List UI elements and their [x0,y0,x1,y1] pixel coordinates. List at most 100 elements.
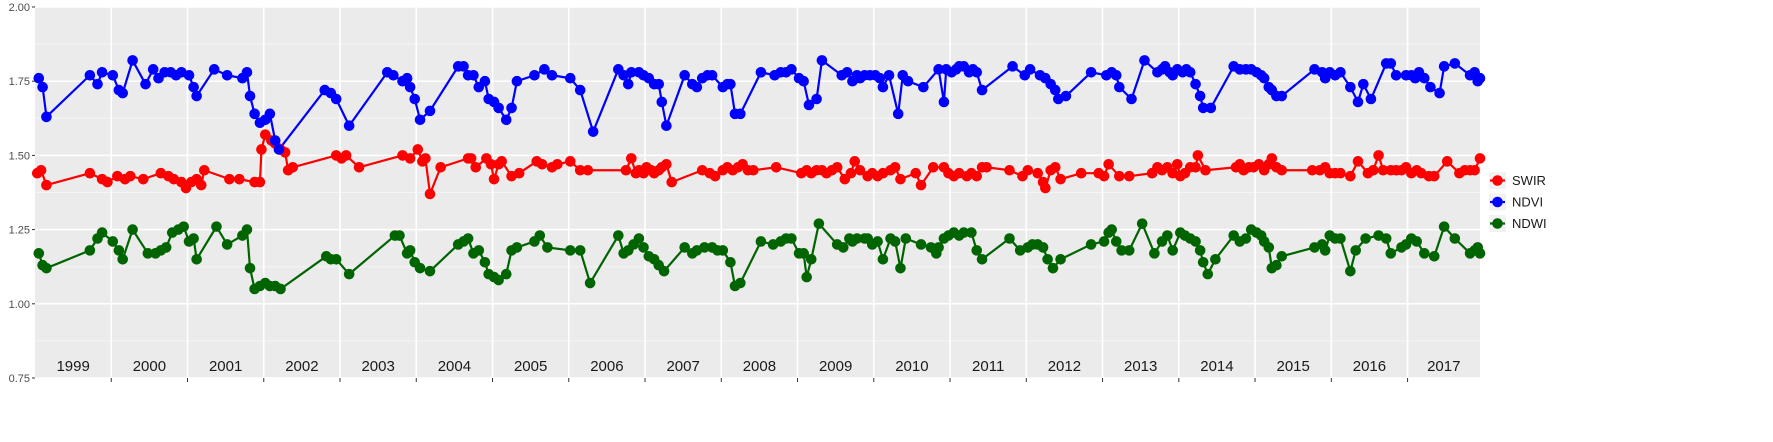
data-point-swir [287,161,299,173]
data-point-swir [1103,159,1114,170]
data-point-ndvi [1425,81,1436,93]
data-point-ndvi [976,84,988,96]
data-point-swir [845,167,857,179]
data-point-swir [465,153,477,164]
data-point-swir [1098,170,1110,182]
data-point-ndvi [127,55,138,66]
data-point-swir [125,170,136,182]
data-point-ndwi [1190,236,1201,247]
data-point-ndvi [811,93,822,105]
legend-label-swir: SWIR [1512,173,1546,188]
data-point-swir [513,167,525,179]
data-point-ndwi [211,221,222,232]
data-point-ndvi [587,126,599,137]
data-point-ndwi [1271,259,1282,271]
data-point-swir [889,161,901,173]
data-point-ndvi [241,66,253,78]
data-point-ndwi [699,242,710,253]
data-point-ndvi [1194,90,1206,102]
data-point-ndvi [343,120,355,132]
year-label: 2016 [1353,358,1386,375]
data-point-ndvi [1007,61,1018,72]
data-point-ndwi [755,236,767,247]
data-point-ndvi [883,69,895,81]
data-point-ndwi [837,242,849,253]
data-point-ndwi [500,268,512,280]
data-point-swir [1032,167,1044,179]
data-point-ndwi [717,245,729,256]
data-point-ndwi [851,233,863,244]
data-point-ndvi [933,64,944,75]
data-point-ndvi [33,72,45,84]
data-point-ndwi [1240,233,1252,244]
y-tick-label: 1.50 [9,150,30,162]
year-label: 2006 [590,358,623,375]
year-label: 2013 [1124,358,1157,375]
data-point-ndwi [872,236,883,247]
data-point-swir [552,159,563,170]
year-label: 2005 [514,358,547,375]
year-label: 2011 [972,358,1004,375]
data-point-ndwi [221,239,233,250]
data-point-ndvi [661,120,672,132]
data-point-ndvi [511,75,523,87]
data-point-ndwi [160,242,172,253]
data-point-ndwi [1197,256,1209,268]
data-point-ndwi [1335,233,1346,244]
data-point-ndvi [1449,58,1461,69]
data-point-ndwi [1004,233,1015,244]
data-point-swir [254,176,266,188]
data-point-ndwi [275,283,286,295]
data-point-ndwi [1136,218,1148,229]
data-point-swir [1428,170,1440,182]
data-point-swir [536,159,548,170]
data-point-ndvi [96,66,108,78]
data-point-ndvi [622,78,634,90]
series-layer [31,55,1486,295]
data-point-ndwi [976,253,988,265]
data-point-ndvi [269,135,281,146]
data-point-swir [1075,167,1087,179]
data-point-ndwi [1428,251,1440,262]
data-point-ndwi [84,245,96,256]
legend-key-ndwi [1492,218,1503,229]
data-point-ndvi [244,90,256,102]
data-point-swir [626,153,637,164]
data-point-ndwi [330,253,342,265]
data-point-ndwi [564,245,576,256]
data-point-ndwi [96,227,108,238]
data-point-ndwi [414,262,426,274]
data-point-ndwi [1042,253,1053,265]
data-point-swir [420,153,431,164]
data-point-ndwi [1149,248,1160,259]
data-point-swir [1335,167,1346,179]
data-point-swir [1004,164,1015,176]
data-point-swir [224,173,235,185]
data-point-ndvi [1358,78,1369,90]
data-point-ndwi [895,262,906,274]
legend: SWIR NDVI NDWI [1489,172,1547,232]
data-point-swir [496,156,507,167]
data-point-ndwi [966,227,977,238]
data-point-ndvi [755,66,767,78]
data-point-ndvi [1197,102,1209,114]
data-point-ndvi [107,69,119,81]
data-point-ndwi [735,277,746,289]
data-point-ndwi [933,242,944,253]
data-point-ndwi [638,242,649,253]
data-point-ndwi [1438,221,1450,232]
data-point-ndvi [273,144,285,155]
year-label: 1999 [56,358,89,375]
data-point-swir [404,153,416,164]
data-point-ndvi [653,78,665,90]
data-point-swir [582,164,594,176]
year-label: 2014 [1200,358,1233,375]
y-tick-label: 1.75 [9,76,30,88]
data-point-ndvi [1434,87,1445,99]
year-labels: 1999 2000 2001 2002 2003 2004 2005 2006 2007 2008… [56,358,1460,375]
data-point-ndwi [1202,268,1214,280]
data-point-swir [1049,161,1061,173]
data-point-ndwi [534,230,546,241]
data-point-ndwi [1360,233,1371,244]
year-label: 2010 [895,358,928,375]
